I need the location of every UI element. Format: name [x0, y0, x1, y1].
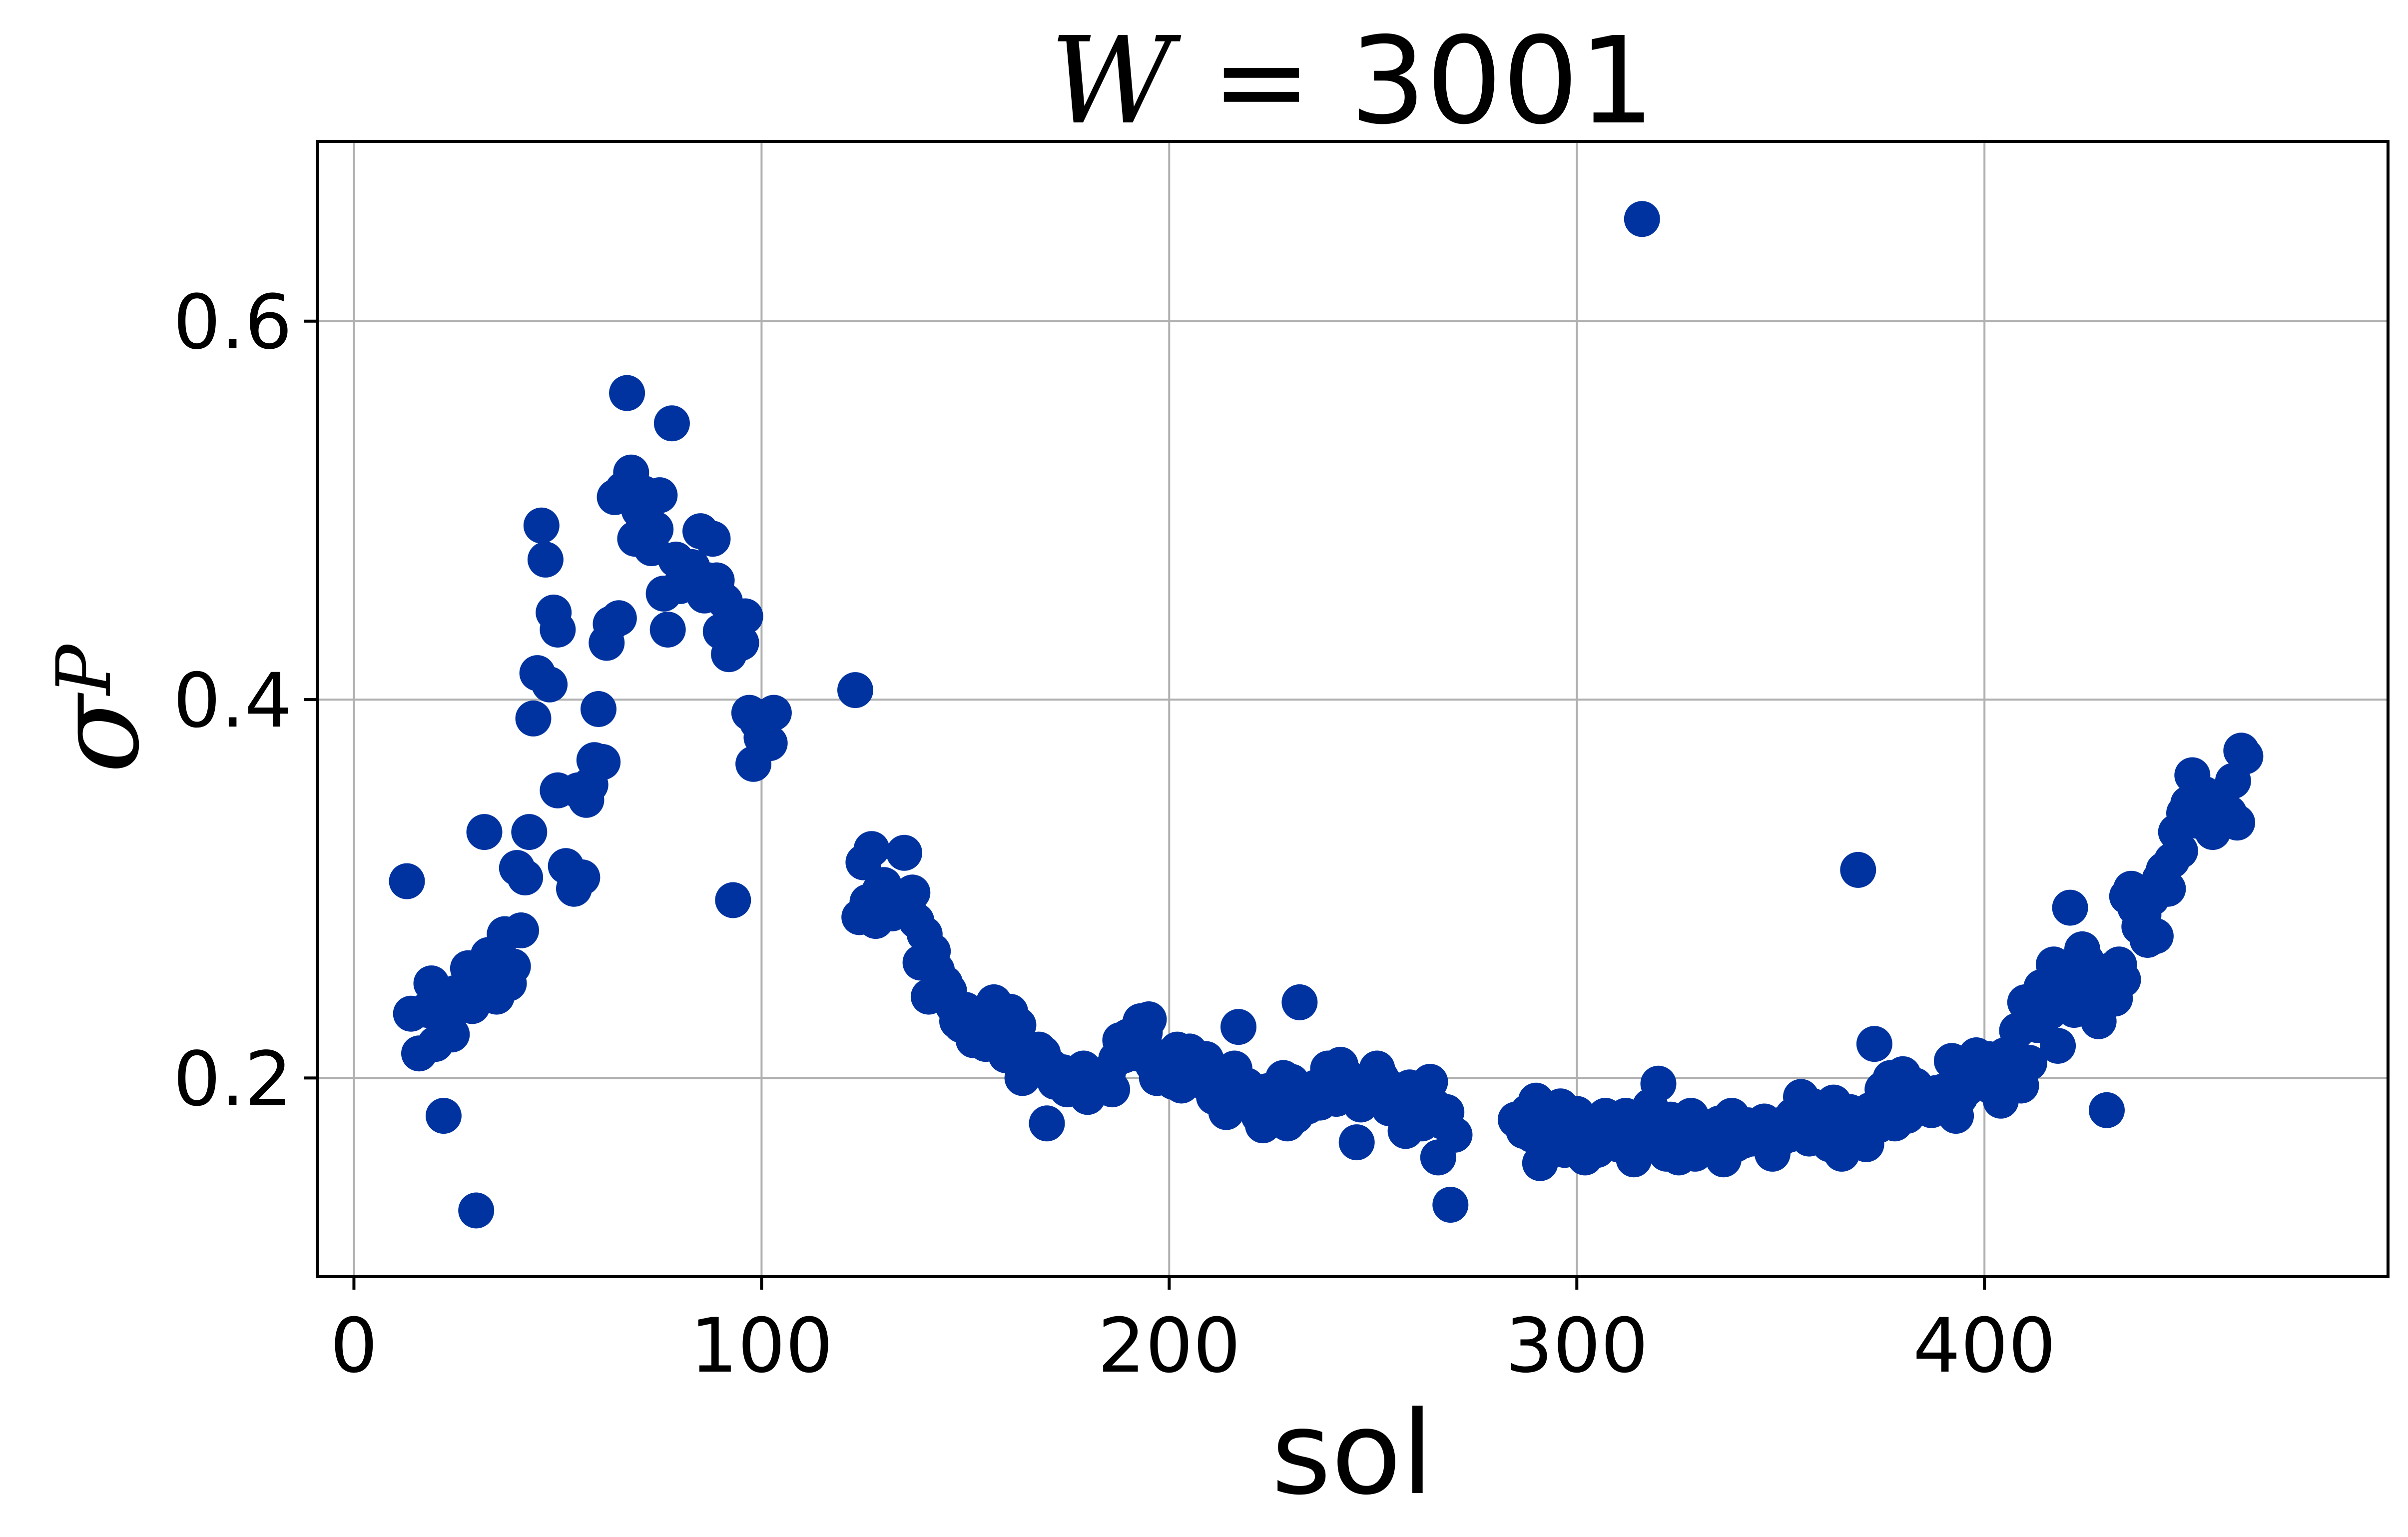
y-tick-label: 0.6 — [173, 279, 292, 366]
data-point — [1029, 1105, 1065, 1142]
chart-title-equation: = 3001 — [1173, 11, 1655, 151]
data-point — [511, 814, 548, 850]
data-point — [723, 625, 759, 661]
data-point — [1338, 1124, 1375, 1161]
y-tick-label: 0.2 — [173, 1036, 292, 1123]
data-point — [2150, 870, 2186, 907]
data-point — [2089, 1092, 2125, 1128]
data-point — [894, 874, 931, 911]
data-point — [466, 814, 503, 850]
data-point — [2105, 961, 2141, 998]
data-point — [540, 612, 576, 648]
data-point — [609, 375, 645, 411]
data-point — [2040, 1028, 2076, 1064]
data-point — [653, 405, 690, 442]
data-point — [1094, 1071, 1131, 1108]
data-point — [425, 1098, 462, 1134]
data-point — [1281, 984, 1318, 1020]
x-tick-label: 0 — [330, 1303, 378, 1390]
y-tick-label: 0.4 — [173, 658, 292, 745]
data-point — [434, 1016, 470, 1053]
y-axis-label: σP — [31, 643, 165, 773]
data-point — [1624, 201, 1660, 237]
data-point — [1436, 1117, 1473, 1153]
data-point — [2011, 1045, 2047, 1081]
data-point — [755, 695, 792, 731]
data-point — [694, 521, 731, 557]
data-point — [2219, 804, 2256, 841]
x-axis-label: sol — [1271, 1387, 1433, 1521]
data-point — [1000, 1007, 1037, 1043]
data-point — [503, 912, 539, 948]
data-point — [495, 948, 531, 984]
chart-title: W = 3001 — [1050, 11, 1655, 151]
data-point — [2052, 889, 2088, 926]
data-point — [715, 882, 751, 918]
axis-ticks: 0 100 200 300 400 0.2 0.4 0.6 — [173, 279, 2056, 1390]
data-point — [389, 863, 425, 899]
data-point — [2162, 833, 2198, 869]
data-point — [515, 700, 552, 737]
data-point — [1131, 1001, 1167, 1037]
x-tick-label: 100 — [690, 1303, 833, 1390]
data-point — [727, 598, 763, 635]
x-tick-label: 300 — [1505, 1303, 1648, 1390]
data-point — [564, 859, 601, 895]
data-point — [886, 834, 922, 871]
plot-frame — [316, 140, 2390, 1278]
data-point — [527, 541, 564, 578]
data-point — [581, 691, 616, 727]
data-point — [507, 859, 544, 895]
data-point — [1640, 1065, 1677, 1102]
data-point — [532, 666, 568, 703]
data-point — [523, 507, 560, 544]
data-point — [1840, 851, 1876, 888]
data-point — [1432, 1187, 1469, 1223]
data-point — [1220, 1009, 1256, 1045]
data-point — [649, 612, 686, 648]
data-points — [389, 201, 2264, 1229]
chart-title-variable: W — [1050, 11, 1181, 151]
data-point — [1856, 1026, 1892, 1062]
data-point — [2227, 738, 2264, 774]
data-point — [853, 831, 890, 867]
data-point — [585, 744, 621, 780]
y-axis-label-subscript: P — [41, 643, 128, 697]
data-point — [458, 1192, 495, 1229]
x-tick-label: 400 — [1913, 1303, 2056, 1390]
data-point — [637, 511, 674, 548]
data-point — [837, 672, 873, 709]
data-point — [601, 600, 637, 637]
data-point — [751, 725, 788, 762]
y-axis-label-symbol: σ — [31, 692, 165, 773]
x-tick-label: 200 — [1098, 1303, 1240, 1390]
data-point — [641, 477, 678, 514]
data-point — [2137, 918, 2174, 954]
